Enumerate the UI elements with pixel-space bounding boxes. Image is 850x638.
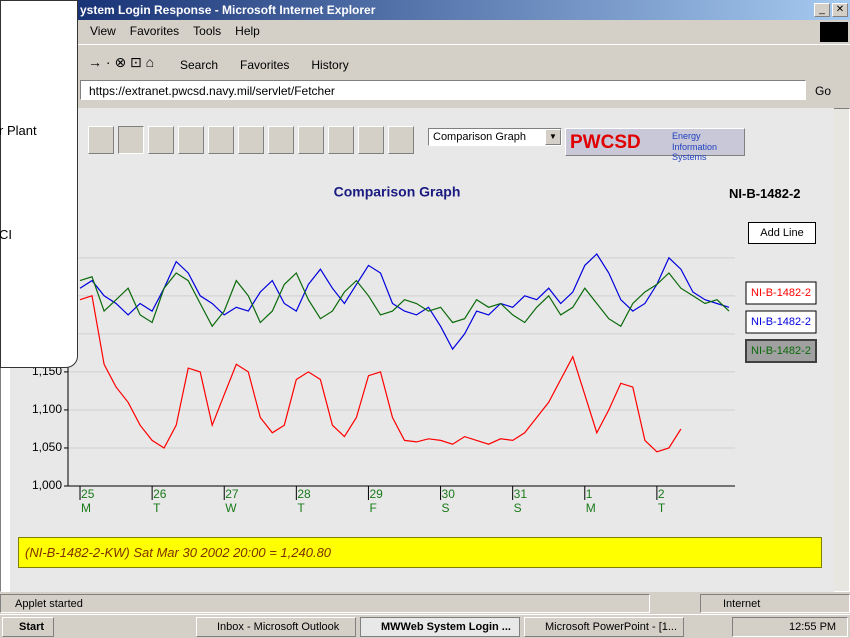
graph-dropdown[interactable]: Comparison Graph ▼ bbox=[428, 128, 562, 146]
applet bbox=[10, 108, 834, 592]
legend-label: NI-B-1482-2 bbox=[751, 316, 811, 328]
x-tick-day: M bbox=[81, 501, 91, 515]
menu-item[interactable]: Help bbox=[235, 24, 260, 38]
tool-icon[interactable] bbox=[268, 126, 294, 154]
x-tick-day: T bbox=[153, 501, 161, 515]
status-pane: Applet started bbox=[0, 594, 650, 613]
graph-title: Comparison Graph bbox=[334, 184, 461, 200]
overlay-panel: r Plant CI bbox=[0, 0, 78, 368]
x-tick-day: S bbox=[442, 501, 450, 515]
x-tick-day: T bbox=[658, 501, 666, 515]
separator bbox=[0, 44, 850, 45]
tool-icon[interactable] bbox=[358, 126, 384, 154]
go-button[interactable]: Go bbox=[815, 84, 832, 98]
menu-bar: View Favorites Tools Help bbox=[90, 24, 260, 40]
x-tick-label: 28 bbox=[297, 487, 311, 501]
tool-icon[interactable] bbox=[298, 126, 324, 154]
legend-label: NI-B-1482-2 bbox=[751, 287, 811, 299]
scrollbar[interactable] bbox=[834, 109, 849, 591]
x-tick-label: 1 bbox=[586, 487, 593, 501]
tool-icon[interactable] bbox=[88, 126, 114, 154]
x-tick-day: F bbox=[369, 501, 376, 515]
y-tick-label: 1,050 bbox=[32, 440, 62, 454]
dropdown-text: Comparison Graph bbox=[433, 131, 526, 143]
legend-button bbox=[745, 310, 817, 334]
nav-arrows[interactable]: → · ⊗ ⊡ ⌂ bbox=[88, 54, 155, 70]
x-tick-label: 25 bbox=[81, 487, 95, 501]
tool-icon[interactable] bbox=[328, 126, 354, 154]
status-text: Applet started bbox=[15, 598, 83, 610]
task-button[interactable]: Inbox - Microsoft Outlook bbox=[196, 617, 356, 637]
tool-icon[interactable] bbox=[388, 126, 414, 154]
x-tick-label: 30 bbox=[442, 487, 456, 501]
series-line bbox=[79, 271, 730, 328]
taskbar: Start Inbox - Microsoft Outlook MWWeb Sys… bbox=[0, 614, 850, 638]
tool-icon[interactable] bbox=[178, 126, 204, 154]
toolbar-button[interactable]: Search bbox=[180, 58, 219, 72]
dropdown-arrow: ▼ bbox=[545, 129, 561, 145]
start-button[interactable]: Start bbox=[2, 617, 54, 637]
close-button[interactable]: ✕ bbox=[832, 3, 848, 17]
ie-logo bbox=[820, 22, 848, 42]
x-tick-day: S bbox=[514, 501, 522, 515]
zone-text: Internet bbox=[723, 598, 761, 610]
readout-bar: (NI-B-1482-2-KW) Sat Mar 30 2002 20:00 =… bbox=[18, 537, 822, 568]
legend-button bbox=[745, 281, 817, 305]
tool-icon[interactable] bbox=[208, 126, 234, 154]
task-list: Inbox - Microsoft Outlook MWWeb System Lo… bbox=[196, 617, 684, 637]
address-box[interactable]: https://extranet.pwcsd.navy.mil/servlet/… bbox=[80, 80, 806, 100]
address-text: https://extranet.pwcsd.navy.mil/servlet/… bbox=[89, 84, 335, 98]
x-tick-label: 27 bbox=[225, 487, 239, 501]
applet-toolbar bbox=[88, 126, 414, 154]
x-tick-label: 2 bbox=[658, 487, 665, 501]
y-tick-label: 1,000 bbox=[32, 478, 62, 492]
x-tick-label: 31 bbox=[514, 487, 528, 501]
window-title: ystem Login Response - Microsoft Interne… bbox=[80, 3, 376, 17]
series-line bbox=[79, 253, 730, 351]
legend-button bbox=[745, 339, 817, 363]
zone-pane: Internet bbox=[700, 594, 850, 613]
toolbar-button[interactable]: History bbox=[311, 58, 349, 72]
logo-name: PWCSD bbox=[570, 132, 641, 153]
logo: PWCSD Energy Information Systems bbox=[565, 128, 745, 162]
menu-item[interactable]: Favorites bbox=[129, 24, 180, 38]
logo-tagline: Energy bbox=[672, 131, 701, 141]
tray: 12:55 PM bbox=[732, 617, 848, 637]
x-tick-day: T bbox=[297, 501, 305, 515]
x-tick-label: 26 bbox=[153, 487, 167, 501]
menu-item[interactable]: View bbox=[90, 24, 116, 38]
tool-icon[interactable] bbox=[148, 126, 174, 154]
minimize-button[interactable]: _ bbox=[814, 3, 830, 17]
add-line-button[interactable]: Add Line bbox=[748, 222, 816, 244]
legend-label: NI-B-1482-2 bbox=[751, 345, 811, 357]
clock: 12:55 PM bbox=[789, 621, 837, 633]
y-tick-label: 1,100 bbox=[32, 402, 62, 416]
readout-text: (NI-B-1482-2-KW) Sat Mar 30 2002 20:00 =… bbox=[25, 545, 332, 560]
tool-icon[interactable] bbox=[238, 126, 264, 154]
overlay-text: CI bbox=[0, 227, 12, 242]
task-button[interactable]: Microsoft PowerPoint - [1... bbox=[524, 617, 684, 637]
menu-item[interactable]: Tools bbox=[193, 24, 222, 38]
x-tick-label: 29 bbox=[369, 487, 383, 501]
toolbar-button[interactable]: Favorites bbox=[240, 58, 290, 72]
toolbar: Search Favorites History bbox=[180, 58, 349, 72]
title-bar: ystem Login Response - Microsoft Interne… bbox=[0, 0, 850, 20]
tool-icon[interactable] bbox=[118, 126, 144, 154]
overlay-text: r Plant bbox=[0, 123, 37, 138]
x-tick-day: M bbox=[586, 501, 596, 515]
task-button[interactable]: MWWeb System Login ... bbox=[360, 617, 520, 637]
series-line bbox=[79, 295, 682, 453]
meter-id: NI-B-1482-2 bbox=[729, 186, 801, 201]
logo-tagline: Information Systems bbox=[672, 142, 718, 162]
x-tick-day: W bbox=[225, 501, 237, 515]
